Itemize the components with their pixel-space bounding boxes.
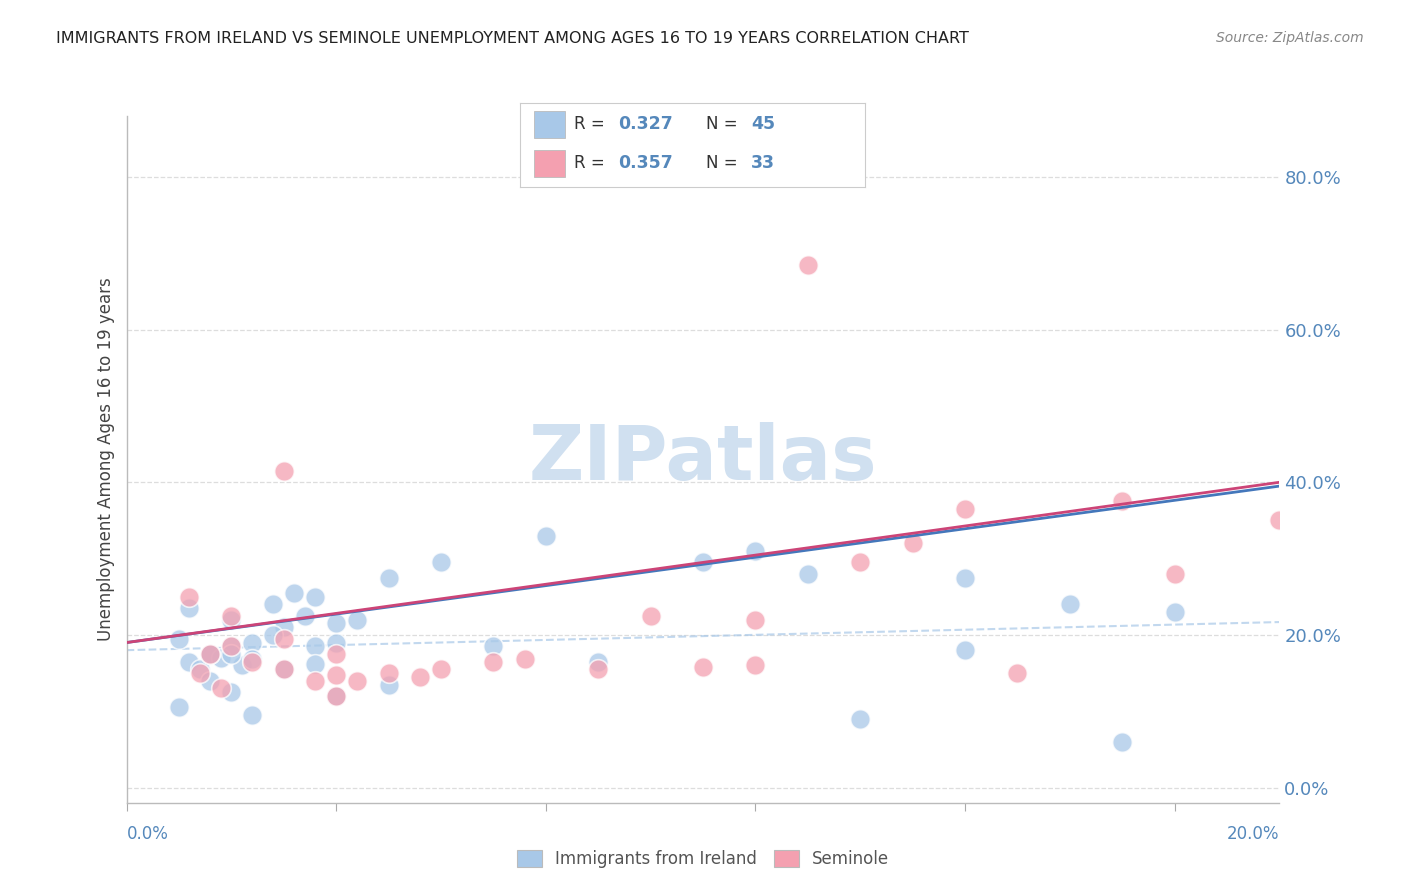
Point xyxy=(179,601,201,615)
Point xyxy=(240,652,263,666)
Point xyxy=(377,677,399,691)
Point xyxy=(744,544,766,558)
Point xyxy=(1163,605,1185,619)
Point xyxy=(1111,735,1133,749)
Text: Source: ZipAtlas.com: Source: ZipAtlas.com xyxy=(1216,31,1364,45)
Point xyxy=(179,590,201,604)
Point xyxy=(409,670,432,684)
Bar xyxy=(534,111,565,138)
Point xyxy=(1268,513,1291,527)
Point xyxy=(262,598,284,612)
Text: 33: 33 xyxy=(751,154,775,172)
Point xyxy=(377,666,399,681)
Point xyxy=(304,673,326,688)
Point xyxy=(221,640,243,654)
Point xyxy=(325,647,347,661)
Point xyxy=(294,608,316,623)
Point xyxy=(430,662,453,676)
Point xyxy=(953,571,976,585)
Point xyxy=(240,635,263,649)
Point xyxy=(273,620,295,634)
Point xyxy=(221,685,243,699)
Point xyxy=(640,608,662,623)
Point xyxy=(221,647,243,661)
Bar xyxy=(534,150,565,178)
Point xyxy=(273,662,295,676)
Text: IMMIGRANTS FROM IRELAND VS SEMINOLE UNEMPLOYMENT AMONG AGES 16 TO 19 YEARS CORRE: IMMIGRANTS FROM IRELAND VS SEMINOLE UNEM… xyxy=(56,31,969,46)
Point xyxy=(273,632,295,646)
Text: R =: R = xyxy=(574,154,610,172)
Point xyxy=(273,662,295,676)
Point xyxy=(200,647,222,661)
Point xyxy=(586,655,609,669)
Point xyxy=(513,652,536,666)
Point xyxy=(849,712,872,726)
Point xyxy=(797,566,820,581)
Point xyxy=(797,258,820,272)
Text: 0.357: 0.357 xyxy=(619,154,673,172)
Point xyxy=(692,660,714,674)
Point xyxy=(430,555,453,570)
Point xyxy=(377,571,399,585)
Text: N =: N = xyxy=(706,154,744,172)
Point xyxy=(901,536,924,550)
Point xyxy=(200,673,222,688)
Point xyxy=(304,640,326,654)
Point xyxy=(304,657,326,671)
Text: 20.0%: 20.0% xyxy=(1227,825,1279,843)
Point xyxy=(325,635,347,649)
Point xyxy=(1059,598,1081,612)
Point xyxy=(346,673,368,688)
Point xyxy=(744,613,766,627)
Point xyxy=(167,700,190,714)
Point xyxy=(221,608,243,623)
Point xyxy=(849,555,872,570)
Point xyxy=(586,662,609,676)
Legend: Immigrants from Ireland, Seminole: Immigrants from Ireland, Seminole xyxy=(510,843,896,875)
Point xyxy=(953,643,976,657)
Text: N =: N = xyxy=(706,115,744,133)
Point xyxy=(346,613,368,627)
Point xyxy=(209,650,232,665)
Point xyxy=(1111,494,1133,508)
Text: R =: R = xyxy=(574,115,610,133)
Point xyxy=(221,613,243,627)
Point xyxy=(953,502,976,516)
Point xyxy=(231,658,253,673)
Point xyxy=(262,628,284,642)
Point xyxy=(240,708,263,723)
Point xyxy=(200,647,222,661)
Point xyxy=(744,658,766,673)
Point xyxy=(221,640,243,654)
Text: 0.0%: 0.0% xyxy=(127,825,169,843)
Point xyxy=(325,616,347,631)
Text: ZIPatlas: ZIPatlas xyxy=(529,423,877,496)
Point xyxy=(325,689,347,703)
Text: 0.327: 0.327 xyxy=(619,115,673,133)
Point xyxy=(240,655,263,669)
Point xyxy=(167,632,190,646)
Point xyxy=(188,662,211,676)
Point xyxy=(283,586,305,600)
Point xyxy=(200,647,222,661)
Point xyxy=(273,464,295,478)
Point xyxy=(692,555,714,570)
Point xyxy=(304,590,326,604)
Point xyxy=(325,689,347,703)
Point xyxy=(188,666,211,681)
Y-axis label: Unemployment Among Ages 16 to 19 years: Unemployment Among Ages 16 to 19 years xyxy=(97,277,115,641)
Point xyxy=(179,655,201,669)
Point xyxy=(534,529,557,543)
Text: 45: 45 xyxy=(751,115,775,133)
Point xyxy=(325,667,347,681)
Point xyxy=(1007,666,1029,681)
Point xyxy=(482,640,505,654)
Point xyxy=(1163,566,1185,581)
Point xyxy=(209,681,232,696)
Point xyxy=(482,655,505,669)
